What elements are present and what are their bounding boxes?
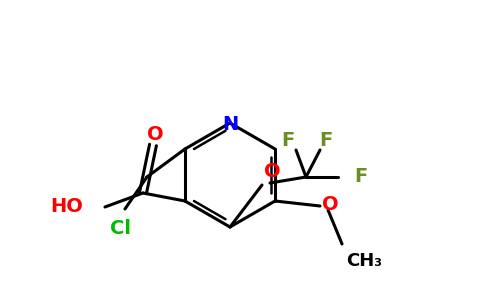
Text: F: F [319,130,333,149]
Text: F: F [354,167,367,187]
Text: F: F [281,130,295,149]
Text: N: N [222,116,238,134]
Text: Cl: Cl [110,219,132,238]
Text: O: O [322,196,339,214]
Text: O: O [264,162,281,181]
Text: O: O [147,125,163,145]
Text: HO: HO [50,196,83,215]
Text: CH₃: CH₃ [346,252,382,270]
